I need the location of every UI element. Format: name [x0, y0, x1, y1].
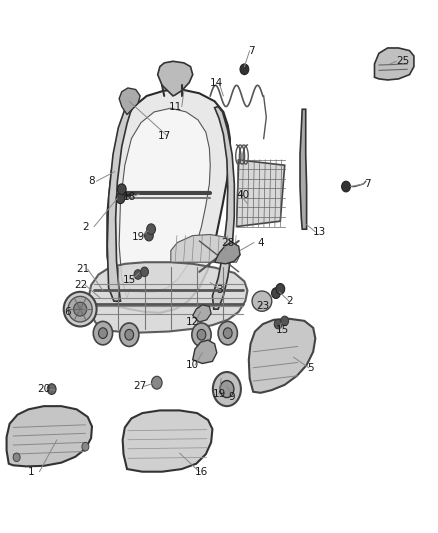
Circle shape [141, 267, 148, 277]
Text: 21: 21 [77, 264, 90, 274]
Polygon shape [88, 262, 247, 333]
Circle shape [134, 270, 142, 279]
Text: 28: 28 [221, 238, 234, 247]
Text: 12: 12 [186, 318, 199, 327]
Ellipse shape [74, 302, 87, 316]
Polygon shape [158, 61, 193, 96]
Polygon shape [193, 305, 211, 322]
Text: 6: 6 [64, 307, 71, 317]
Circle shape [223, 328, 232, 338]
Circle shape [240, 64, 249, 75]
Text: 14: 14 [210, 78, 223, 87]
Text: 19: 19 [212, 390, 226, 399]
Text: 40: 40 [237, 190, 250, 199]
Polygon shape [119, 108, 210, 298]
Polygon shape [107, 107, 131, 301]
Text: 1: 1 [27, 467, 34, 477]
Text: 17: 17 [158, 131, 171, 141]
Ellipse shape [68, 296, 92, 322]
Polygon shape [123, 410, 212, 472]
Text: 11: 11 [169, 102, 182, 111]
Text: 15: 15 [123, 275, 136, 285]
Circle shape [147, 224, 155, 235]
Polygon shape [249, 319, 315, 393]
Text: 13: 13 [313, 227, 326, 237]
Text: 5: 5 [307, 363, 314, 373]
Text: 20: 20 [37, 384, 50, 394]
Polygon shape [171, 235, 240, 262]
Circle shape [47, 384, 56, 394]
Text: 7: 7 [248, 46, 255, 55]
Circle shape [82, 442, 89, 451]
Circle shape [117, 184, 126, 195]
Circle shape [192, 323, 211, 346]
Circle shape [116, 193, 125, 204]
Circle shape [145, 230, 153, 241]
Text: 4: 4 [257, 238, 264, 247]
Text: 16: 16 [195, 467, 208, 477]
Circle shape [281, 316, 289, 326]
Text: 2: 2 [286, 296, 293, 306]
Text: 3: 3 [215, 286, 223, 295]
Polygon shape [237, 160, 285, 227]
Polygon shape [212, 107, 234, 309]
Polygon shape [119, 88, 140, 115]
Circle shape [125, 329, 134, 340]
Circle shape [13, 453, 20, 462]
Text: 18: 18 [123, 192, 136, 202]
Circle shape [197, 329, 206, 340]
Text: 27: 27 [134, 382, 147, 391]
Circle shape [342, 181, 350, 192]
Circle shape [152, 376, 162, 389]
Circle shape [276, 284, 285, 294]
Text: 23: 23 [256, 302, 269, 311]
Circle shape [218, 321, 237, 345]
Ellipse shape [64, 292, 96, 326]
Text: 8: 8 [88, 176, 95, 186]
Text: 25: 25 [396, 56, 410, 66]
Circle shape [120, 323, 139, 346]
Circle shape [272, 288, 280, 298]
Ellipse shape [252, 291, 272, 311]
Circle shape [220, 381, 234, 398]
Text: 9: 9 [229, 392, 236, 402]
Circle shape [99, 328, 107, 338]
Polygon shape [193, 340, 217, 364]
Circle shape [93, 321, 113, 345]
Polygon shape [107, 90, 230, 313]
Text: 2: 2 [82, 222, 89, 231]
Text: 7: 7 [364, 179, 371, 189]
Circle shape [213, 372, 241, 406]
Text: 10: 10 [186, 360, 199, 370]
Text: 15: 15 [276, 326, 289, 335]
Polygon shape [215, 243, 240, 264]
Text: 19: 19 [131, 232, 145, 242]
Polygon shape [300, 109, 307, 229]
Polygon shape [374, 48, 414, 80]
Polygon shape [7, 406, 92, 466]
Text: 22: 22 [74, 280, 88, 290]
Circle shape [274, 319, 282, 329]
